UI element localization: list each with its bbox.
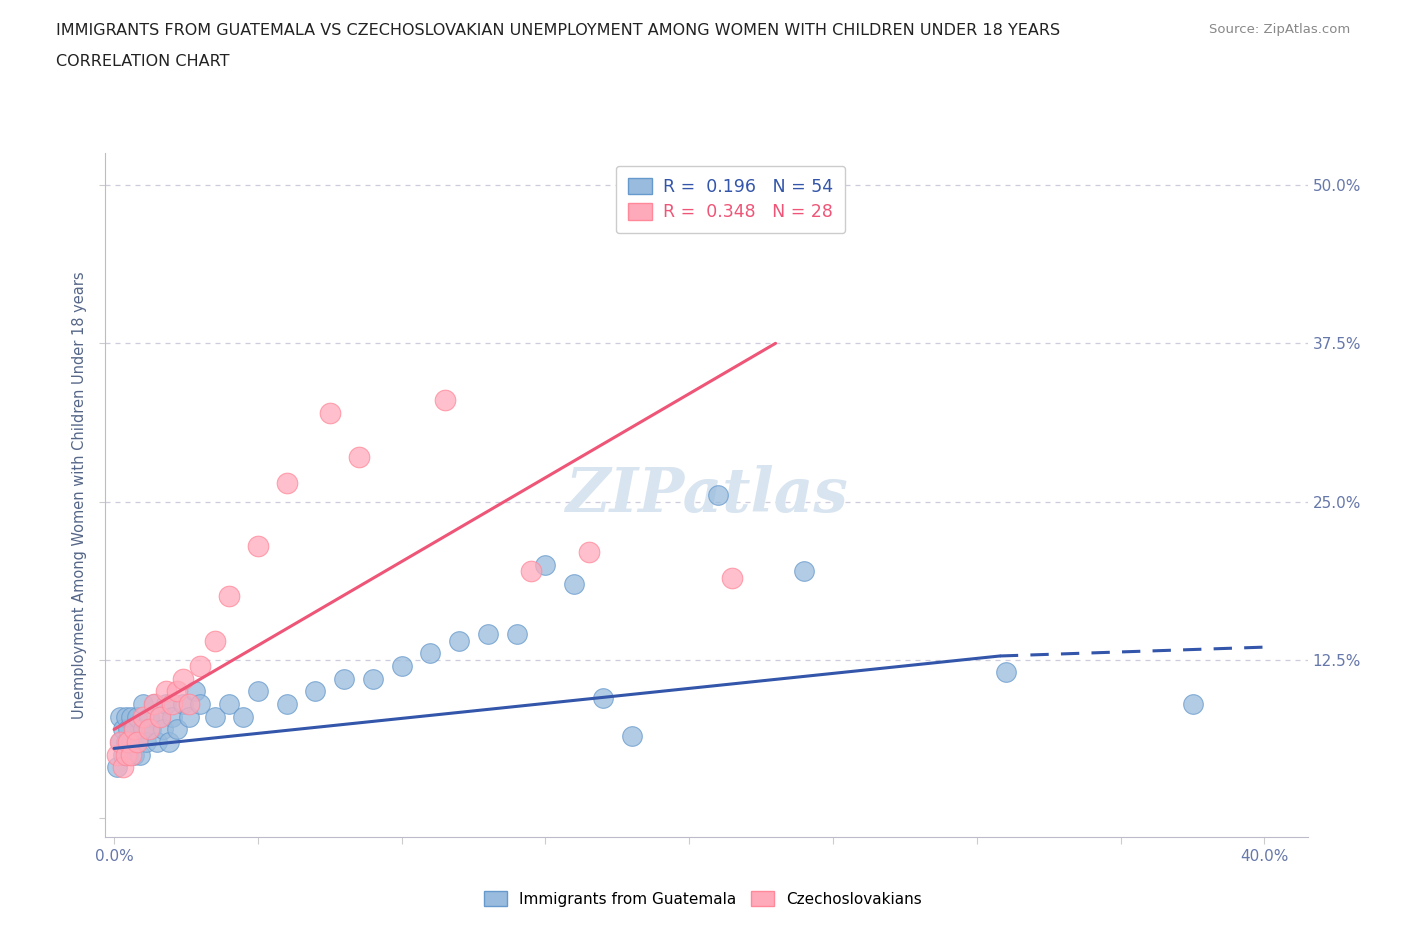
Point bbox=[721, 570, 744, 585]
Point bbox=[105, 760, 128, 775]
Y-axis label: Unemployment Among Women with Children Under 18 years: Unemployment Among Women with Children U… bbox=[72, 272, 87, 719]
Point bbox=[391, 658, 413, 673]
Point bbox=[506, 627, 529, 642]
Legend: Immigrants from Guatemala, Czechoslovakians: Immigrants from Guatemala, Czechoslovaki… bbox=[478, 885, 928, 913]
Point bbox=[152, 722, 174, 737]
Text: ZIPatlas: ZIPatlas bbox=[565, 465, 848, 525]
Point bbox=[114, 710, 136, 724]
Point bbox=[120, 710, 142, 724]
Point bbox=[117, 735, 139, 750]
Point bbox=[122, 722, 145, 737]
Point bbox=[111, 748, 134, 763]
Point bbox=[114, 735, 136, 750]
Point bbox=[204, 710, 226, 724]
Point bbox=[188, 697, 212, 711]
Point bbox=[232, 710, 254, 724]
Point bbox=[218, 589, 240, 604]
Point bbox=[246, 538, 269, 553]
Point bbox=[562, 577, 585, 591]
Point bbox=[160, 697, 183, 711]
Point bbox=[204, 633, 226, 648]
Point bbox=[793, 564, 815, 578]
Point bbox=[433, 392, 456, 407]
Point bbox=[155, 697, 177, 711]
Point bbox=[177, 710, 200, 724]
Point bbox=[138, 710, 160, 724]
Point bbox=[419, 646, 441, 661]
Point bbox=[361, 671, 384, 686]
Text: CORRELATION CHART: CORRELATION CHART bbox=[56, 54, 229, 69]
Point bbox=[141, 722, 163, 737]
Point bbox=[149, 710, 172, 724]
Point bbox=[994, 665, 1017, 680]
Point bbox=[160, 710, 183, 724]
Point bbox=[108, 735, 131, 750]
Point bbox=[146, 735, 169, 750]
Point bbox=[117, 748, 139, 763]
Text: IMMIGRANTS FROM GUATEMALA VS CZECHOSLOVAKIAN UNEMPLOYMENT AMONG WOMEN WITH CHILD: IMMIGRANTS FROM GUATEMALA VS CZECHOSLOVA… bbox=[56, 23, 1060, 38]
Point bbox=[707, 488, 730, 503]
Point bbox=[246, 684, 269, 698]
Point bbox=[276, 697, 298, 711]
Point bbox=[120, 735, 142, 750]
Point bbox=[132, 722, 155, 737]
Point bbox=[143, 697, 166, 711]
Point bbox=[304, 684, 326, 698]
Legend: R =  0.196   N = 54, R =  0.348   N = 28: R = 0.196 N = 54, R = 0.348 N = 28 bbox=[616, 166, 845, 233]
Point bbox=[122, 722, 145, 737]
Point bbox=[449, 633, 471, 648]
Point bbox=[111, 722, 134, 737]
Point bbox=[132, 710, 155, 724]
Point bbox=[127, 735, 149, 750]
Point bbox=[172, 671, 194, 686]
Point bbox=[122, 748, 145, 763]
Point bbox=[149, 710, 172, 724]
Point bbox=[592, 690, 614, 705]
Point bbox=[111, 760, 134, 775]
Point bbox=[276, 475, 298, 490]
Point bbox=[333, 671, 356, 686]
Point bbox=[138, 722, 160, 737]
Point bbox=[534, 557, 557, 572]
Point bbox=[114, 748, 136, 763]
Point bbox=[520, 564, 543, 578]
Point bbox=[578, 545, 600, 560]
Point bbox=[132, 697, 155, 711]
Point bbox=[129, 748, 152, 763]
Point bbox=[218, 697, 240, 711]
Point bbox=[347, 450, 370, 465]
Point bbox=[155, 684, 177, 698]
Point bbox=[188, 658, 212, 673]
Point bbox=[127, 710, 149, 724]
Point bbox=[1181, 697, 1204, 711]
Point bbox=[127, 735, 149, 750]
Point bbox=[120, 748, 142, 763]
Point bbox=[105, 748, 128, 763]
Point bbox=[166, 722, 188, 737]
Point bbox=[477, 627, 499, 642]
Point bbox=[183, 684, 205, 698]
Point bbox=[177, 697, 200, 711]
Point bbox=[166, 684, 188, 698]
Point bbox=[620, 728, 643, 743]
Point bbox=[108, 735, 131, 750]
Point bbox=[135, 735, 157, 750]
Text: Source: ZipAtlas.com: Source: ZipAtlas.com bbox=[1209, 23, 1350, 36]
Point bbox=[143, 697, 166, 711]
Point bbox=[319, 405, 342, 420]
Point bbox=[117, 722, 139, 737]
Point bbox=[108, 710, 131, 724]
Point bbox=[172, 697, 194, 711]
Point bbox=[157, 735, 180, 750]
